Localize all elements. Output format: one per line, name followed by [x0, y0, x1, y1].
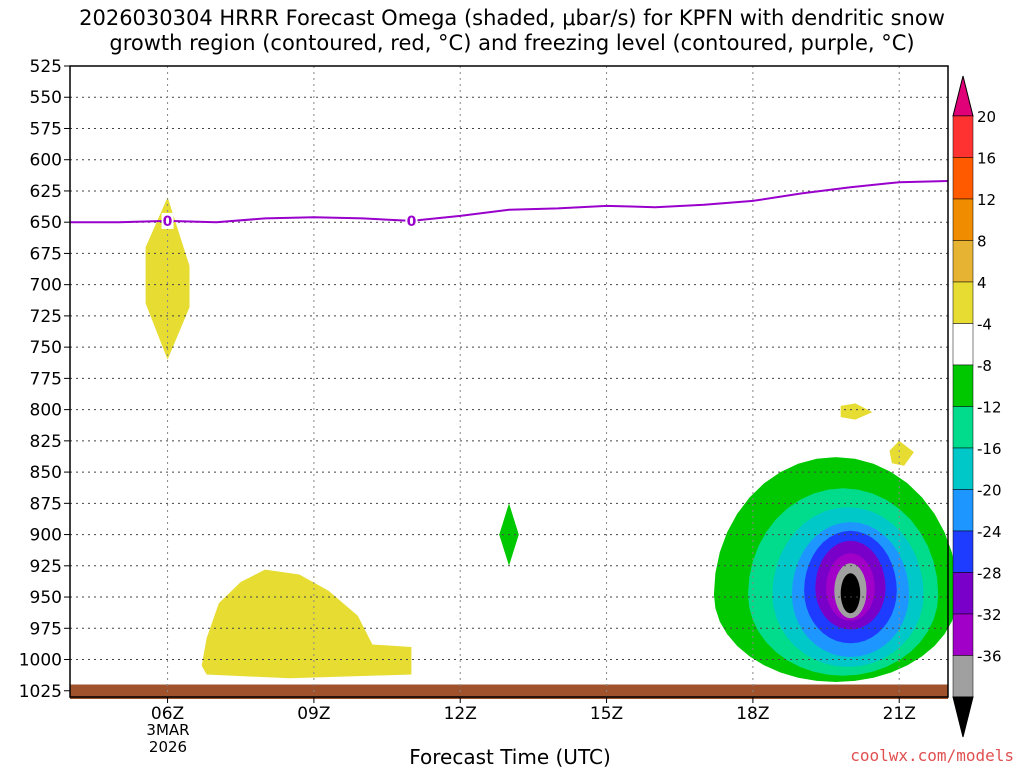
x-tick-label: 18Z: [736, 704, 769, 724]
colorbar-segment: [952, 447, 974, 490]
omega-area-0900: [201, 569, 412, 679]
y-tick-label: 650: [30, 213, 62, 233]
y-tick-label: 625: [30, 182, 62, 202]
x-tick-label: 06Z: [151, 704, 184, 724]
colorbar-label: 20: [977, 108, 996, 126]
colorbar-label: -12: [977, 399, 1002, 417]
gridlines: [70, 66, 948, 697]
y-tick-label: 675: [30, 244, 62, 264]
y-tick-label: 825: [30, 432, 62, 452]
omega-fills: [70, 197, 958, 699]
colorbar-bottom-arrow: [952, 696, 974, 738]
x-tick-label: 12Z: [444, 704, 477, 724]
colorbar-label: -8: [977, 357, 992, 375]
freezing-level-label: 0: [163, 214, 173, 230]
colorbar-segment: [952, 281, 974, 324]
ground-strip: [70, 684, 948, 699]
y-tick-label: 950: [30, 588, 62, 608]
plot-frame: [69, 65, 949, 698]
chart-title: 2026030304 HRRR Forecast Omega (shaded, …: [79, 6, 945, 55]
y-tick-label: 800: [30, 401, 62, 421]
colorbar-segment: [952, 406, 974, 449]
x-axis-title: Forecast Time (UTC): [409, 745, 611, 769]
colorbar-segment: [952, 655, 974, 698]
colorbar-label: 4: [977, 274, 987, 292]
colorbar-label: -4: [977, 316, 992, 334]
y-tick-label: 775: [30, 369, 62, 389]
y-tick-label: 850: [30, 463, 62, 483]
omega-level-neg36: [840, 573, 861, 614]
colorbar-label: -16: [977, 440, 1002, 458]
y-tick-label: 925: [30, 557, 62, 577]
x-tick-label: 21Z: [883, 704, 916, 724]
colorbar-segment: [952, 240, 974, 283]
colorbar-label: -28: [977, 565, 1002, 583]
date-label: 3MAR 2026: [146, 721, 190, 756]
y-tick-label: 900: [30, 526, 62, 546]
y-tick-label: 575: [30, 119, 62, 139]
omega-area-2000-800: [840, 403, 873, 420]
freezing-level-path: [70, 180, 949, 224]
y-tick-label: 975: [30, 619, 62, 639]
colorbar-segment: [952, 489, 974, 532]
y-tick-label: 1000: [19, 651, 62, 671]
freezing-level-label-bg: [161, 212, 174, 229]
colorbar-label: -20: [977, 482, 1002, 500]
y-tick-label: 875: [30, 494, 62, 514]
colorbar-label: -36: [977, 648, 1002, 666]
colorbar-label: 16: [977, 150, 996, 168]
colorbar-label: 12: [977, 191, 996, 209]
colorbar-segment: [952, 323, 974, 366]
x-tick-label: 15Z: [590, 704, 623, 724]
colorbar-segment: [952, 364, 974, 407]
colorbar-segment: [952, 530, 974, 573]
y-tick-label: 1025: [19, 682, 62, 702]
colorbar-label: 8: [977, 233, 987, 251]
y-tick-label: 725: [30, 307, 62, 327]
y-tick-label: 550: [30, 88, 62, 108]
y-tick-label: 750: [30, 338, 62, 358]
freezing-level-label: 0: [407, 214, 417, 230]
credit-link[interactable]: coolwx.com/models: [850, 746, 1014, 765]
y-tick-label: 600: [30, 151, 62, 171]
colorbar-segment: [952, 157, 974, 200]
colorbar-segment: [952, 115, 974, 158]
axes: 525 550 575 600 625 650 675 700 725 750 775 800 825 8…: [19, 57, 949, 724]
omega-area-2100-830: [889, 440, 914, 466]
x-tick-label: 09Z: [297, 704, 330, 724]
colorbar-segment: [952, 198, 974, 241]
colorbar-segment: [952, 613, 974, 656]
y-tick-label: 525: [30, 57, 62, 77]
freezing-level-label-bg: [405, 212, 418, 229]
y-tick-label: 700: [30, 276, 62, 296]
colorbar-top-arrow: [952, 75, 974, 117]
colorbar-segment: [952, 572, 974, 615]
omega-area-0600: [145, 197, 190, 360]
colorbar: 20 16 12 8 4 -4 -8 -12 -16 -20 -24 -28 -32 -36: [952, 75, 1002, 738]
colorbar-label: -24: [977, 523, 1002, 541]
colorbar-label: -32: [977, 606, 1002, 624]
